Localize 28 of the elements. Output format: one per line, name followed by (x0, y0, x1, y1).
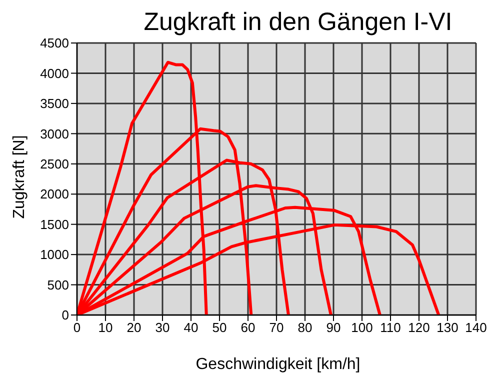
y-tick-label: 3000 (40, 126, 69, 142)
x-tick-label: 80 (298, 320, 312, 336)
y-tick-label: 500 (47, 277, 69, 292)
x-tick-label: 20 (126, 320, 142, 336)
x-tick-label: 0 (73, 320, 81, 336)
x-tick-label: 130 (436, 320, 458, 336)
x-tick-label: 110 (380, 320, 401, 336)
y-tick-label: 3500 (40, 96, 69, 112)
y-tick-label: 2500 (40, 156, 69, 172)
y-tick-label: 1000 (40, 247, 69, 262)
y-tick-label: 1500 (40, 216, 69, 232)
y-tick-label: 4500 (40, 36, 69, 51)
x-tick-label: 140 (465, 320, 487, 336)
x-axis-title: Geschwindigkeit [km/h] (194, 356, 362, 374)
chart-title: Zugkraft in den Gängen I-VI (142, 8, 454, 37)
y-tick-label: 0 (62, 308, 69, 323)
x-tick-label: 90 (326, 320, 341, 336)
x-tick-label: 60 (240, 320, 256, 336)
x-tick-label: 120 (408, 320, 430, 336)
y-tick-label: 4000 (40, 66, 69, 81)
x-tick-label: 30 (155, 320, 170, 336)
y-tick-label: 2000 (40, 186, 69, 202)
y-axis-title: Zugkraft [N] (11, 134, 29, 221)
x-tick-label: 50 (212, 320, 227, 336)
x-tick-label: 100 (351, 320, 373, 336)
x-tick-label: 10 (98, 320, 113, 336)
x-tick-label: 40 (184, 320, 198, 336)
x-tick-label: 70 (269, 320, 284, 336)
